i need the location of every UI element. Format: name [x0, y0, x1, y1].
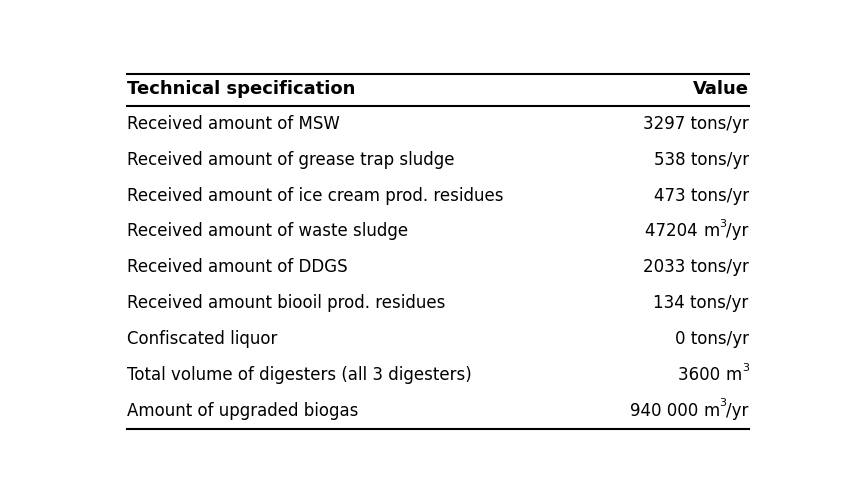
Text: 3: 3	[718, 398, 726, 409]
Text: 47204: 47204	[645, 222, 702, 241]
Text: /yr: /yr	[726, 402, 748, 419]
Text: 3297 tons/yr: 3297 tons/yr	[642, 115, 748, 133]
Text: 0 tons/yr: 0 tons/yr	[674, 330, 748, 348]
Text: Received amount biooil prod. residues: Received amount biooil prod. residues	[126, 294, 444, 312]
Text: 940 000: 940 000	[629, 402, 702, 419]
Text: Received amount of MSW: Received amount of MSW	[126, 115, 339, 133]
Text: m: m	[702, 402, 718, 419]
Text: Received amount of waste sludge: Received amount of waste sludge	[126, 222, 407, 241]
Text: Received amount of ice cream prod. residues: Received amount of ice cream prod. resid…	[126, 187, 502, 204]
Text: Amount of upgraded biogas: Amount of upgraded biogas	[126, 402, 357, 419]
Text: 3: 3	[718, 219, 726, 229]
Text: 2033 tons/yr: 2033 tons/yr	[642, 258, 748, 276]
Text: 134 tons/yr: 134 tons/yr	[653, 294, 748, 312]
Text: 473 tons/yr: 473 tons/yr	[653, 187, 748, 204]
Text: Technical specification: Technical specification	[126, 80, 355, 98]
Text: 538 tons/yr: 538 tons/yr	[653, 151, 748, 169]
Text: Total volume of digesters (all 3 digesters): Total volume of digesters (all 3 digeste…	[126, 366, 471, 384]
Text: 3: 3	[741, 363, 748, 372]
Text: Value: Value	[692, 80, 748, 98]
Text: m: m	[725, 366, 741, 384]
Text: Received amount of grease trap sludge: Received amount of grease trap sludge	[126, 151, 454, 169]
Text: m: m	[702, 222, 718, 241]
Text: Received amount of DDGS: Received amount of DDGS	[126, 258, 347, 276]
Text: /yr: /yr	[726, 222, 748, 241]
Text: Confiscated liquor: Confiscated liquor	[126, 330, 276, 348]
Text: 3600: 3600	[677, 366, 725, 384]
